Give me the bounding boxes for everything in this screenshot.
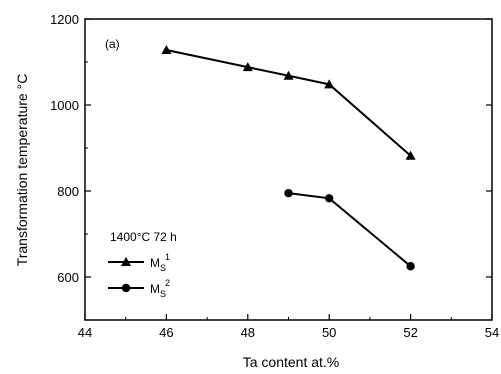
legend-marker — [121, 283, 131, 293]
x-tick-label: 54 — [485, 325, 499, 340]
legend-label: MS2 — [150, 278, 170, 299]
tick-labels: 44 46 48 50 52 54 600 800 1000 1200 — [50, 12, 499, 340]
legend-label: MS1 — [150, 252, 170, 273]
panel-label: (a) — [105, 37, 120, 51]
y-tick-label: 1000 — [50, 98, 79, 113]
data-point — [283, 70, 294, 80]
series-layer — [161, 44, 416, 271]
data-point — [161, 44, 172, 54]
data-point — [284, 188, 293, 198]
x-tick-label: 50 — [322, 325, 336, 340]
axis-ticks — [84, 18, 493, 321]
data-point — [242, 62, 253, 72]
x-tick-label: 52 — [403, 325, 417, 340]
series-line — [166, 48, 412, 157]
legend-item: MS2 — [108, 278, 170, 299]
series-line — [288, 192, 412, 268]
data-point — [405, 150, 416, 160]
y-tick-label: 600 — [57, 270, 79, 285]
data-point — [406, 262, 415, 271]
y-tick-label: 800 — [57, 184, 79, 199]
plot-frame — [84, 18, 493, 321]
series-circle — [284, 188, 415, 271]
x-axis-label: Ta content at.% — [243, 354, 340, 370]
legend-marker — [121, 257, 131, 266]
legend-item: MS1 — [108, 252, 170, 273]
x-tick-label: 48 — [241, 325, 255, 340]
data-point — [324, 79, 335, 89]
legend-title: 1400°C 72 h — [110, 230, 177, 244]
x-tick-label: 44 — [78, 325, 92, 340]
series-triangle — [161, 44, 416, 160]
y-tick-label: 1200 — [50, 12, 79, 27]
data-point — [325, 194, 334, 203]
y-axis-label: Transformation temperature °C — [14, 74, 30, 267]
x-tick-label: 46 — [159, 325, 173, 340]
